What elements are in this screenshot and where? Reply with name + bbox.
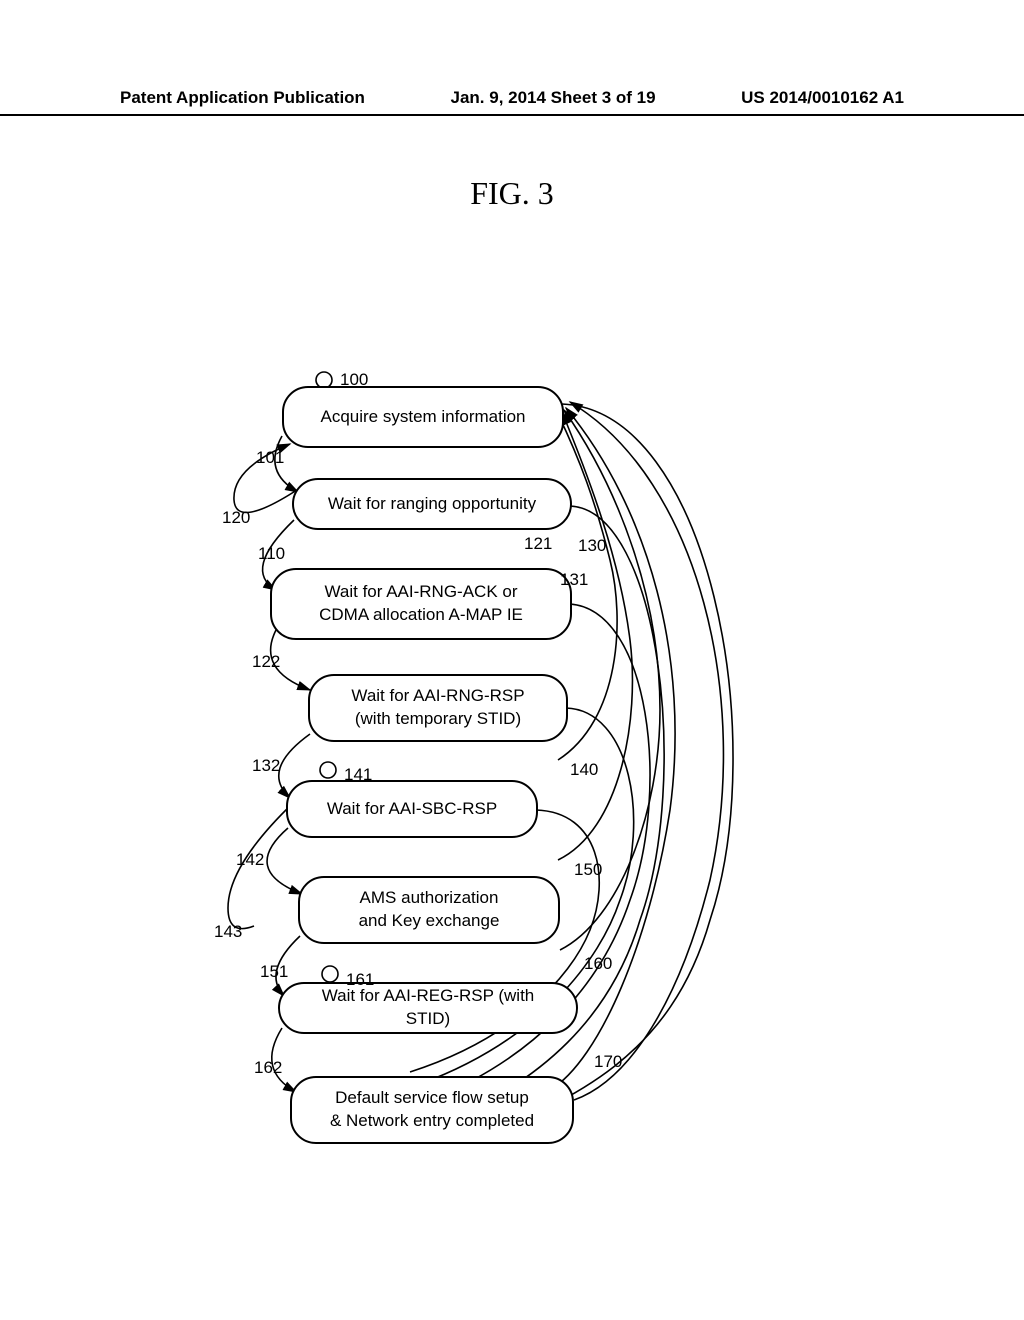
header-center: Jan. 9, 2014 Sheet 3 of 19 <box>451 88 656 108</box>
header-right: US 2014/0010162 A1 <box>741 88 904 108</box>
edge-label: 150 <box>574 860 602 880</box>
edge-label: 101 <box>256 448 284 468</box>
edge-label: 160 <box>584 954 612 974</box>
edge-path <box>570 402 723 1100</box>
edge-label: 142 <box>236 850 264 870</box>
flow-node: Default service flow setup& Network entr… <box>290 1076 574 1144</box>
edge-label: 100 <box>340 370 368 390</box>
page-header: Patent Application Publication Jan. 9, 2… <box>0 88 1024 116</box>
edge-label: 110 <box>258 544 285 564</box>
edge-label: 151 <box>260 962 288 982</box>
edge-label: 140 <box>570 760 598 780</box>
edge-label: 141 <box>344 765 372 785</box>
edge-label: 132 <box>252 756 280 776</box>
flow-node: Wait for AAI-REG-RSP (with STID) <box>278 982 578 1034</box>
figure-title: FIG. 3 <box>0 175 1024 212</box>
self-loop <box>320 762 336 778</box>
edge-path <box>267 828 302 894</box>
flowchart-diagram: Acquire system information Wait for rangi… <box>150 360 870 1230</box>
header-left: Patent Application Publication <box>120 88 365 108</box>
flow-node: AMS authorizationand Key exchange <box>298 876 560 944</box>
flow-node: Acquire system information <box>282 386 564 448</box>
edge-label: 121 <box>524 534 552 554</box>
flow-node: Wait for AAI-RNG-ACK orCDMA allocation A… <box>270 568 572 640</box>
edge-label: 122 <box>252 652 280 672</box>
flow-node: Wait for ranging opportunity <box>292 478 572 530</box>
edge-label: 130 <box>578 536 606 556</box>
edge-label: 161 <box>346 970 374 990</box>
edge-label: 162 <box>254 1058 282 1078</box>
edge-path <box>558 412 632 860</box>
self-loop <box>322 966 338 982</box>
flow-node: Wait for AAI-SBC-RSP <box>286 780 538 838</box>
edge-label: 131 <box>560 570 588 590</box>
edge-label: 120 <box>222 508 250 528</box>
edge-label: 143 <box>214 922 242 942</box>
edge-label: 170 <box>594 1052 622 1072</box>
flow-node: Wait for AAI-RNG-RSP(with temporary STID… <box>308 674 568 742</box>
